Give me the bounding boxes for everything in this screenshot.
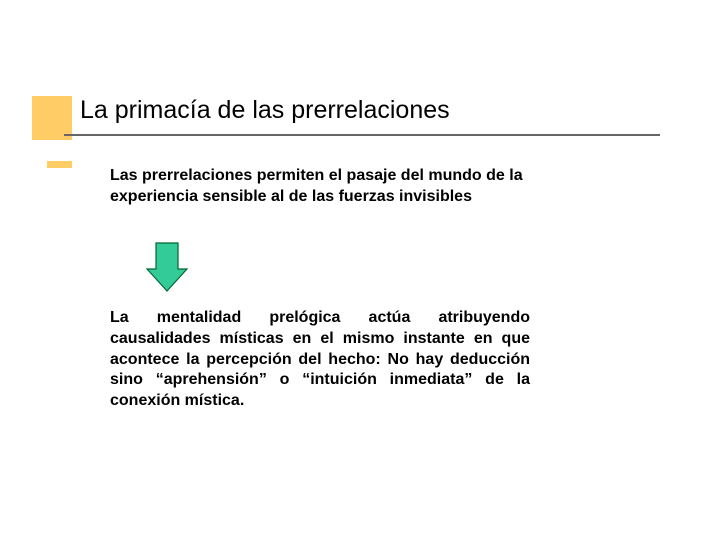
bullet-accent-bar <box>47 161 72 168</box>
paragraph-1: Las prerrelaciones permiten el pasaje de… <box>110 166 550 208</box>
down-arrow-icon <box>146 242 188 297</box>
slide-title: La primacía de las prerrelaciones <box>80 96 450 125</box>
arrow-shape <box>147 243 187 291</box>
paragraph-2: La mentalidad prelógica actúa atribuyend… <box>110 308 530 412</box>
title-underline <box>64 134 660 136</box>
